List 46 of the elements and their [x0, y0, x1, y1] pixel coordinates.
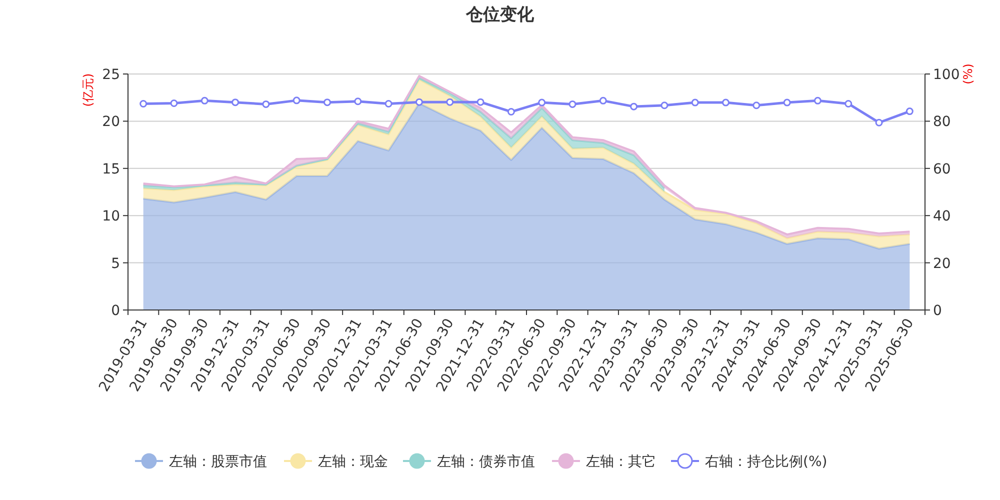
- point: [722, 98, 730, 106]
- legend-label: 左轴：其它: [586, 454, 656, 470]
- point: [292, 96, 300, 104]
- y2-tick-label: 80: [933, 114, 951, 130]
- point: [630, 102, 638, 110]
- point: [568, 100, 576, 108]
- point: [232, 98, 240, 106]
- legend-label: 左轴：现金: [318, 454, 388, 470]
- y-tick-label: 10: [102, 208, 120, 225]
- point: [814, 96, 822, 104]
- point: [844, 100, 852, 108]
- y2-tick-label: 100: [933, 67, 960, 83]
- y-tick-label: 25: [102, 67, 120, 83]
- point: [691, 98, 699, 106]
- point: [906, 108, 914, 116]
- y-tick-label: 0: [111, 303, 120, 319]
- legend-label: 右轴：持仓比例(%): [705, 454, 828, 470]
- point: [507, 108, 515, 116]
- point: [538, 98, 546, 106]
- y2-axis-title: (%): [961, 64, 975, 84]
- y-axis-title: (亿元): [81, 73, 95, 107]
- y-tick-label: 20: [102, 114, 120, 130]
- legend-label: 左轴：股票市值: [169, 454, 267, 470]
- y2-tick-label: 0: [933, 303, 942, 319]
- point: [660, 102, 668, 110]
- y2-tick-label: 60: [933, 161, 951, 178]
- point: [415, 98, 423, 106]
- y-tick-label: 5: [111, 256, 120, 272]
- point: [262, 100, 270, 108]
- chart-title: 仓位变化: [465, 5, 535, 25]
- legend-label: 左轴：债券市值: [437, 454, 535, 470]
- point: [140, 100, 148, 108]
- point: [875, 118, 883, 126]
- point: [384, 100, 392, 108]
- y-tick-label: 15: [102, 161, 120, 178]
- point: [170, 100, 178, 108]
- point: [446, 98, 454, 106]
- point: [752, 102, 760, 110]
- point: [324, 98, 331, 106]
- point: [783, 98, 791, 106]
- point: [476, 98, 484, 106]
- y2-tick-label: 20: [933, 256, 951, 272]
- point: [354, 98, 362, 106]
- y2-tick-label: 40: [933, 208, 951, 225]
- point: [200, 96, 208, 104]
- point: [599, 96, 607, 104]
